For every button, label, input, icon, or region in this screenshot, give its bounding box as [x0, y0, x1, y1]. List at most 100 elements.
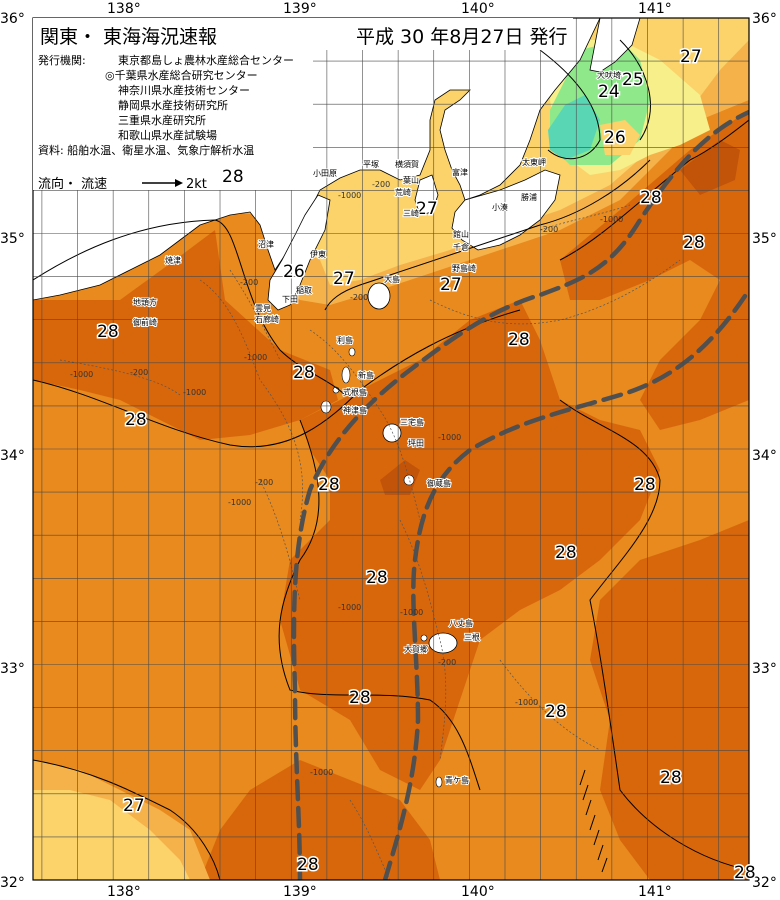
depth-label: -1000 — [438, 433, 461, 442]
temp-label: 25 — [622, 70, 644, 90]
place-futtsu: 富津 — [452, 167, 468, 177]
lat-tick-right-35: 35° — [752, 231, 777, 247]
island-oshima — [367, 282, 391, 310]
place-irozaki: 石廊崎 — [255, 314, 279, 324]
flow-legend-arrow — [142, 179, 183, 187]
temp-label: 28 — [293, 363, 315, 383]
place-chikura: 千倉 — [453, 242, 469, 252]
place-toshima: 利島 — [337, 335, 353, 345]
temp-label: 28 — [545, 702, 567, 722]
map-title: 関東・ 東海海況速報 — [40, 26, 217, 48]
depth-label: -1000 — [515, 698, 538, 707]
temp-label: 28 — [97, 322, 119, 342]
lon-tick-top-140: 140° — [461, 1, 495, 17]
warm-core-central — [280, 300, 660, 790]
data-sources: 資料: 船舶水温、衛星水温、気象庁解析水温 — [38, 143, 254, 157]
lat-tick-left-33: 33° — [0, 661, 25, 677]
sea-26-southwest — [33, 790, 190, 880]
temp-label: 28 — [555, 543, 577, 563]
place-hiratsuka: 平塚 — [363, 160, 379, 169]
temp-label-legend: 28 — [222, 167, 244, 187]
depth-label: -200 — [438, 658, 456, 667]
place-kumomi: 雲見 — [255, 304, 271, 313]
place-katsuura: 勝浦 — [521, 192, 537, 202]
sea-26-spot — [600, 120, 640, 155]
place-niijima: 新島 — [358, 370, 374, 380]
warm-core-west — [33, 230, 338, 440]
depth-label: -1000 — [70, 370, 93, 379]
current-arrows — [579, 769, 608, 873]
island-miyakejima — [382, 423, 402, 443]
corner-bottom-left: 32° — [0, 875, 25, 891]
place-omaezaki: 御前崎 — [133, 317, 157, 327]
temp-label: 26 — [604, 128, 626, 148]
place-shikinejima: 式根島 — [343, 387, 367, 397]
kuroshio-axis-west — [291, 109, 749, 880]
temp-label: 28 — [125, 410, 147, 430]
hot-spot-miyake — [380, 460, 420, 495]
place-inubozaki: 犬吠埼 — [597, 70, 621, 80]
place-aogashima: 青ケ島 — [445, 775, 469, 785]
issuer-1: 東京都島しょ農林水産総合センター — [118, 53, 294, 67]
land-choshi — [589, 18, 641, 73]
place-inatori: 稲取 — [296, 285, 312, 295]
temp-label: 28 — [366, 568, 388, 588]
temp-label: 28 — [640, 188, 662, 208]
kuroshio-axis — [291, 109, 749, 880]
issue-date: 平成 30 年8月27日 発行 — [356, 26, 568, 48]
depth-label: -1000 — [400, 608, 423, 617]
corner-top-right: 36° — [752, 11, 777, 27]
temp-label: 28 — [660, 768, 682, 788]
depth-label: -200 — [240, 278, 258, 287]
temp-label: 28 — [297, 855, 319, 875]
temp-label: 27 — [333, 269, 355, 289]
issuer-2: ◎千葉県水産総合研究センター — [105, 68, 258, 82]
header-panel — [33, 18, 573, 50]
depth-label: -1000 — [338, 191, 361, 200]
land-boso — [451, 169, 561, 251]
depth-label: -200 — [372, 180, 390, 189]
issuer-label: 発行機関: — [38, 53, 86, 67]
lat-tick-left-34: 34° — [0, 448, 25, 464]
temp-label: 28 — [318, 475, 340, 495]
place-ito: 伊東 — [310, 249, 326, 259]
info-panel — [33, 50, 313, 190]
kuroshio-axis-east — [382, 287, 749, 880]
depth-label: -1000 — [244, 353, 267, 362]
warm-core-south — [200, 760, 440, 880]
lon-tick-top-141: 141° — [638, 1, 672, 17]
flow-legend-label: 流向・ 流速 — [38, 176, 107, 192]
place-nojimazaki: 野島崎 — [452, 263, 476, 273]
isotherm-lines — [33, 39, 749, 880]
issuer-4: 静岡県水産技術研究所 — [118, 98, 228, 112]
depth-label: -1000 — [338, 603, 361, 612]
temp-label: 27 — [440, 275, 462, 295]
place-oshima: 大島 — [384, 274, 400, 284]
lon-tick-top-138: 138° — [107, 1, 141, 17]
lon-tick-top-139: 139° — [283, 1, 317, 17]
place-hachijojima: 八丈島 — [449, 618, 473, 628]
place-shimoda: 下田 — [282, 295, 298, 304]
lon-tick-bottom-138: 138° — [107, 884, 141, 900]
lon-tick-bottom-139: 139° — [283, 884, 317, 900]
lat-tick-right-34: 34° — [752, 448, 777, 464]
place-names: 焼津 地頭方 御前崎 沼津 伊東 稲取 下田 雲見 石廊崎 小田原 平塚 横須賀… — [132, 69, 622, 786]
depth-label: -200 — [130, 368, 148, 377]
island-hachijo-kojima — [420, 634, 428, 642]
place-odawara: 小田原 — [313, 169, 337, 178]
land-izu — [267, 194, 331, 311]
place-taitomisaki: 太東岬 — [522, 157, 546, 167]
place-hayama: 葉山 — [403, 175, 419, 185]
corner-bottom-right: 32° — [752, 875, 777, 891]
place-misaki: 三崎 — [403, 208, 419, 218]
issuer-5: 三重県水産研究所 — [118, 113, 206, 127]
place-tateyama: 館山 — [453, 229, 469, 239]
island-kozushima — [320, 400, 332, 414]
place-miyakejima: 三宅島 — [400, 417, 424, 427]
temp-label: 28 — [634, 475, 656, 495]
warm-core-southeast — [590, 520, 749, 880]
depth-label: -200 — [255, 478, 273, 487]
sea-lt-24 — [548, 95, 600, 160]
depth-label: -1000 — [183, 388, 206, 397]
